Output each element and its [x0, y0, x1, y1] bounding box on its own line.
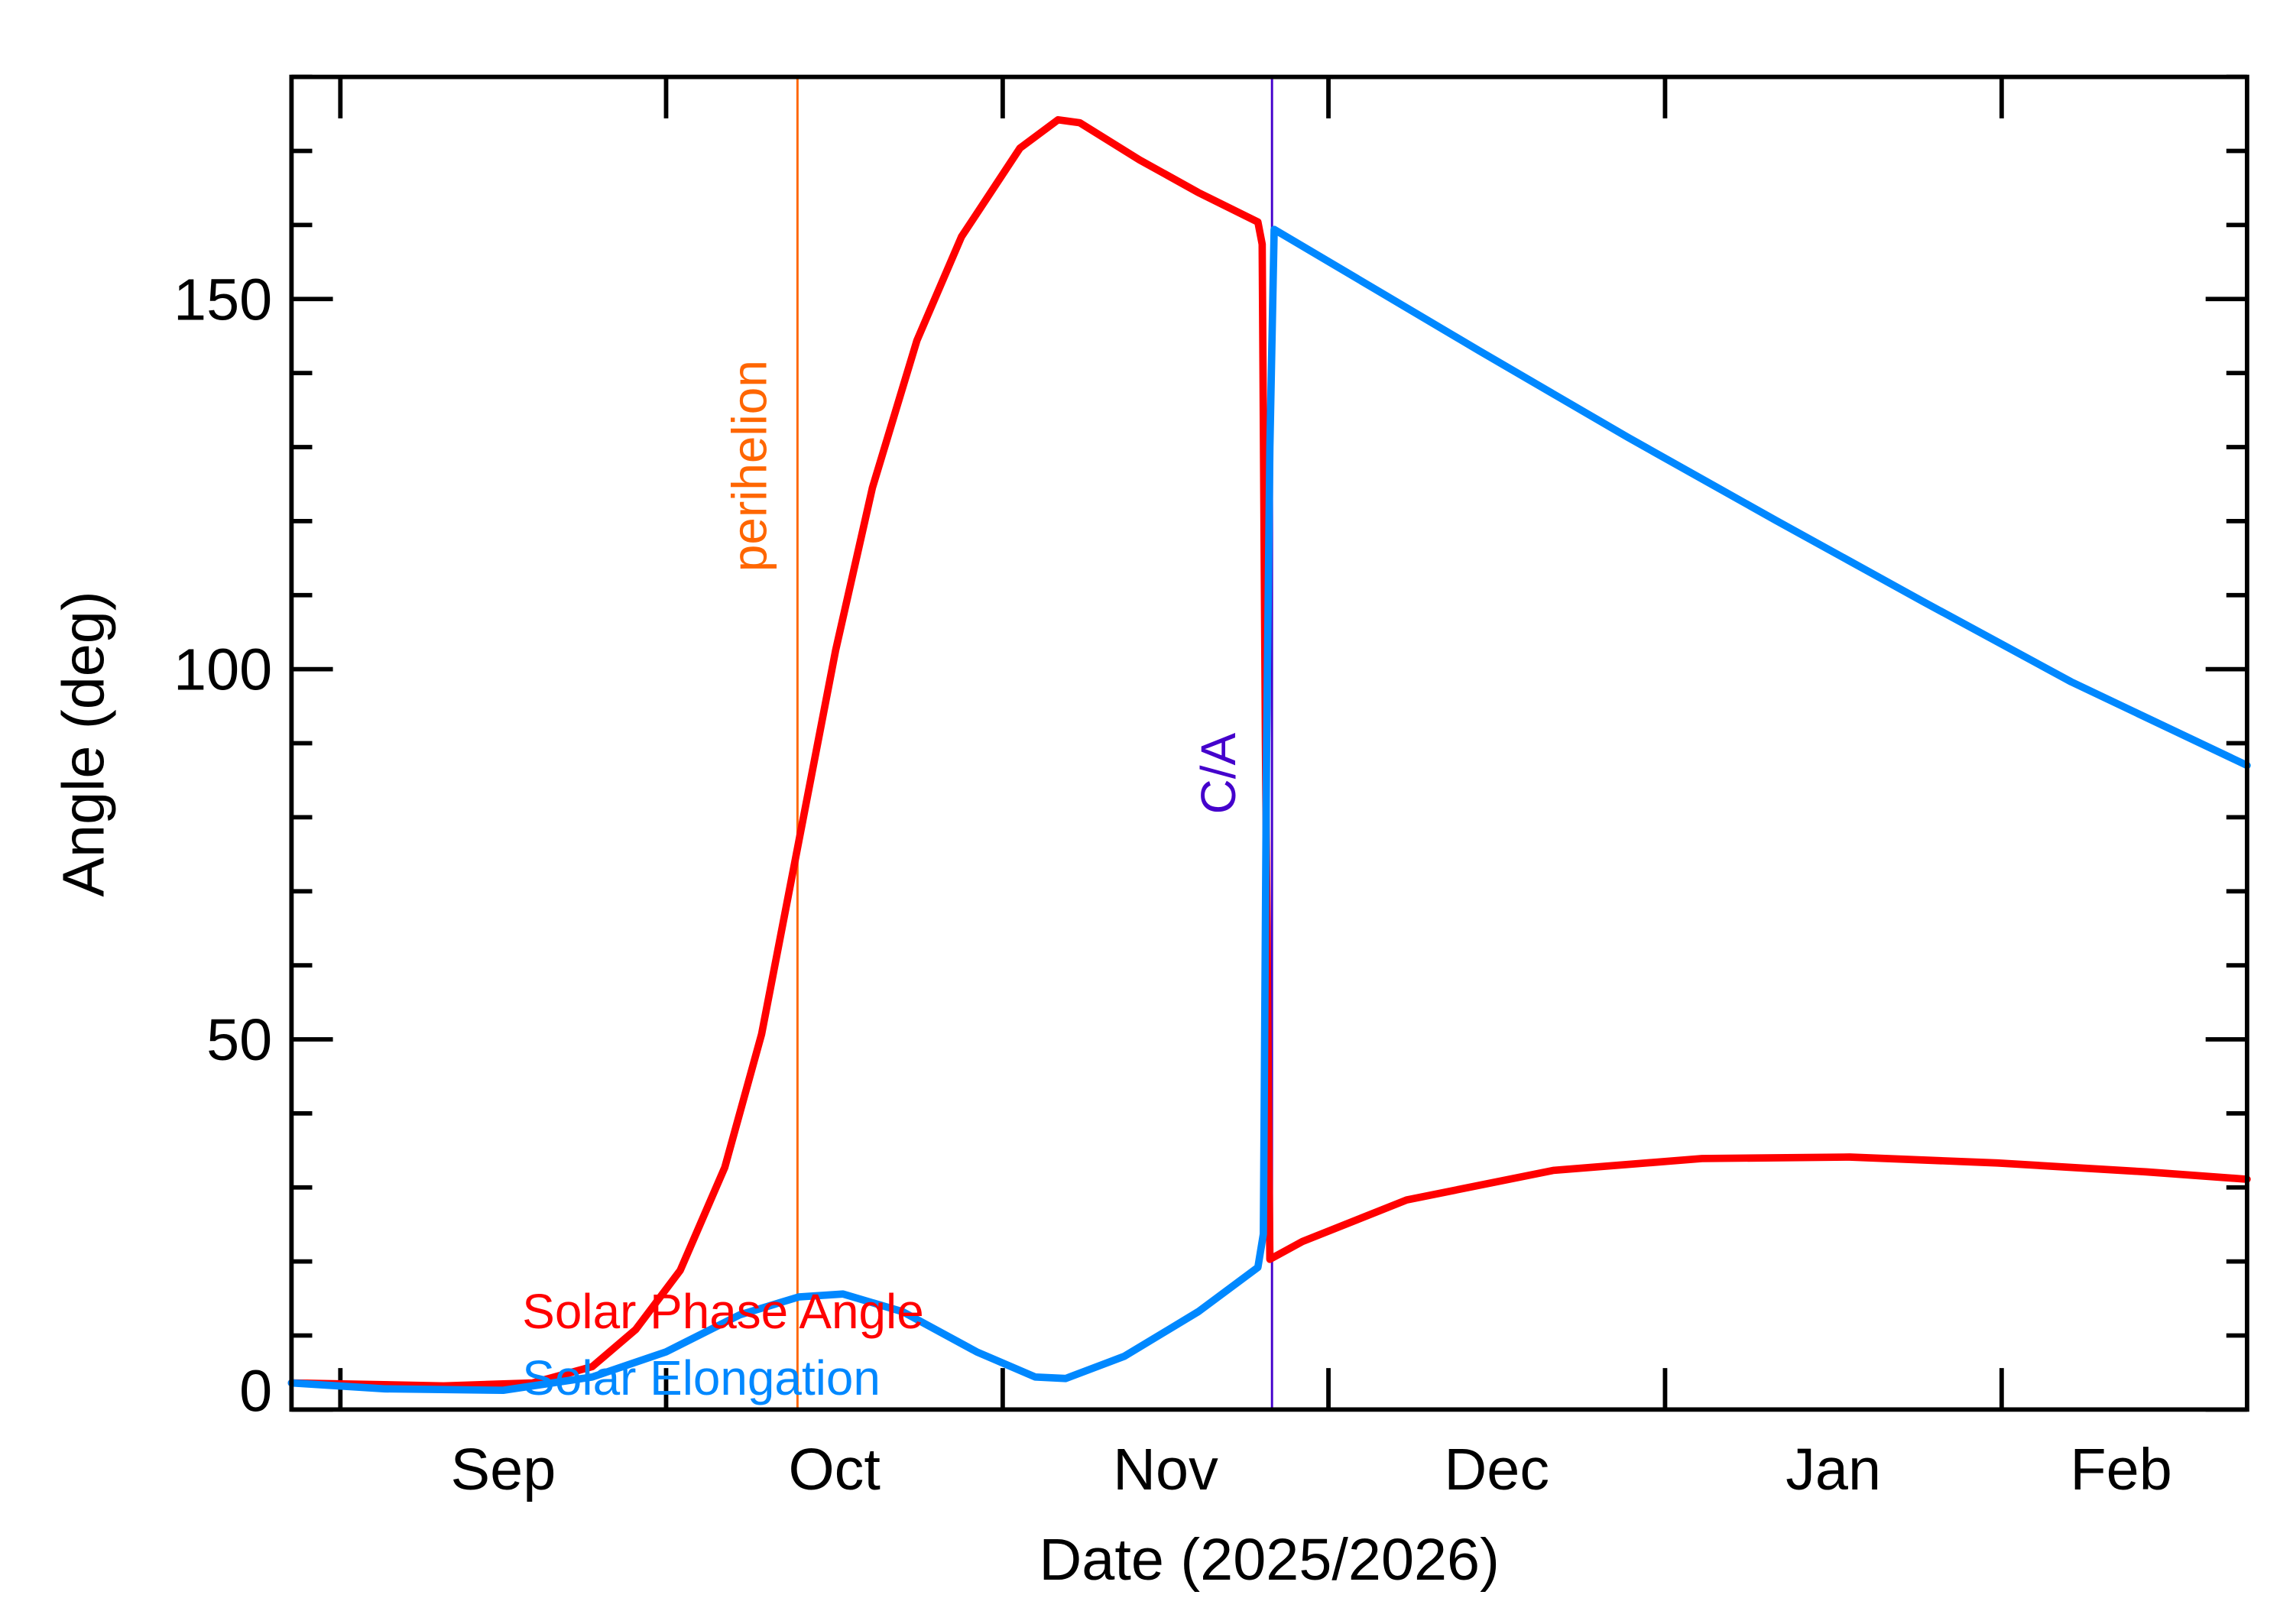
y-axis-title: Angle (deg): [51, 591, 117, 896]
y-tick-label: 150: [174, 267, 272, 332]
legend-solar-elongation: Solar Elongation: [522, 1350, 881, 1405]
annotation-perihelion: perihelion: [722, 360, 777, 572]
x-tick-label: Feb: [2070, 1437, 2171, 1502]
tick-labels: Sep Oct Nov Dec Jan Feb 0 50 100 150: [174, 267, 2172, 1502]
x-tick-label: Dec: [1444, 1437, 1549, 1502]
x-tick-label: Oct: [788, 1437, 880, 1502]
annotation-ca: C/A: [1191, 733, 1246, 815]
series-solar-elongation: [287, 225, 2251, 1395]
plot-frame: [289, 74, 2249, 1412]
y-tick-label: 50: [206, 1007, 272, 1073]
y-tick-label: 100: [174, 637, 272, 703]
x-tick-label: Jan: [1785, 1437, 1881, 1502]
x-axis-title: Date (2025/2026): [1039, 1527, 1499, 1593]
x-tick-label: Nov: [1113, 1437, 1218, 1502]
legend-solar-phase-angle: Solar Phase Angle: [522, 1284, 923, 1339]
x-tick-label: Sep: [451, 1437, 556, 1502]
data-series: [287, 115, 2251, 1395]
y-tick-label: 0: [239, 1358, 272, 1424]
series-solar-phase-angle: [287, 115, 2251, 1390]
